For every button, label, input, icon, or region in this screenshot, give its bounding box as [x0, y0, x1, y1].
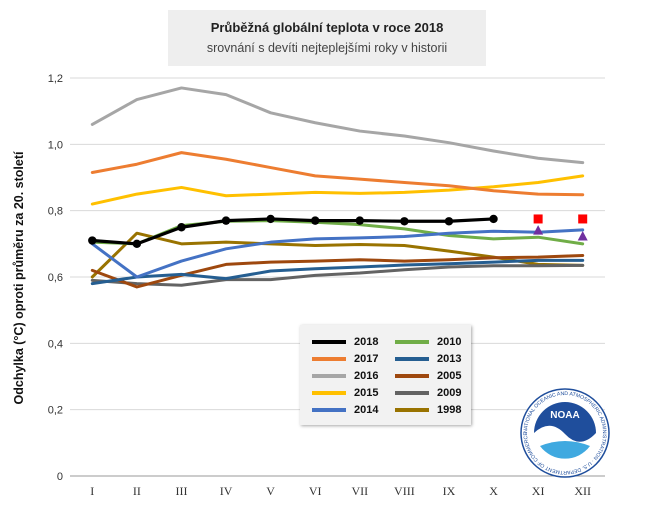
- x-tick-label: II: [133, 484, 141, 498]
- chart-legend: 2018 2017 2016 2015 2014 2010 2013 2005 2009 1998: [300, 325, 471, 425]
- chart-title: Průběžná globální teplota v roce 2018: [210, 20, 444, 35]
- x-tick-label: X: [489, 484, 498, 498]
- legend-swatch: [312, 340, 346, 344]
- y-tick-label: 1,0: [48, 139, 63, 151]
- chart-subtitle: srovnání s devíti nejteplejšími roky v h…: [206, 41, 448, 55]
- legend-label: 2005: [437, 370, 462, 382]
- point-2018: [177, 223, 186, 232]
- legend-swatch: [312, 391, 346, 395]
- x-tick-label: VIII: [394, 484, 415, 498]
- point-2018: [88, 236, 97, 245]
- point-2018: [221, 216, 231, 225]
- marker-triangle: [533, 225, 544, 235]
- y-tick-label: 0,2: [48, 405, 63, 417]
- point-2018: [311, 216, 320, 225]
- y-tick-label: 0,8: [48, 206, 63, 218]
- legend-label: 2018: [354, 336, 379, 348]
- legend-swatch: [312, 374, 346, 378]
- series-line-2016: [90, 86, 585, 165]
- noaa-logo-word: NOAA: [550, 410, 579, 421]
- marker-square: [578, 214, 588, 224]
- legend-label: 2013: [437, 353, 462, 365]
- legend-swatch: [395, 357, 429, 361]
- x-tick-label: I: [90, 484, 94, 498]
- y-tick-label: 0,4: [48, 338, 63, 350]
- point-2018: [266, 214, 275, 224]
- series-lines: [88, 86, 585, 289]
- extra-markers: [533, 214, 588, 241]
- point-2018: [355, 216, 364, 225]
- series-line-2017: [90, 151, 585, 197]
- y-tick-label: 1,2: [48, 73, 63, 85]
- marker-square: [533, 214, 543, 224]
- point-2018: [400, 217, 409, 226]
- legend-label: 2017: [354, 353, 379, 365]
- noaa-logo: NATIONAL OCEANIC AND ATMOSPHERIC ADMINIS…: [520, 388, 610, 478]
- legend-label: 2010: [437, 336, 462, 348]
- series-line-2014: [90, 228, 585, 279]
- series-line-2005: [90, 253, 585, 289]
- x-tick-label: III: [175, 484, 187, 498]
- x-tick-label: XII: [574, 484, 591, 498]
- legend-swatch: [312, 408, 346, 412]
- x-tick-label: VII: [351, 484, 368, 498]
- legend-swatch: [395, 408, 429, 412]
- legend-swatch: [395, 340, 429, 344]
- series-line-2015: [90, 174, 585, 206]
- legend-label: 2014: [354, 404, 379, 416]
- x-tick-label: VI: [309, 484, 322, 498]
- y-tick-label: 0: [57, 471, 63, 483]
- x-tick-label: IX: [443, 484, 456, 498]
- legend-swatch: [312, 357, 346, 361]
- legend-swatch: [395, 374, 429, 378]
- legend-swatch: [395, 391, 429, 395]
- x-tick-label: IV: [220, 484, 233, 498]
- axes: 00,20,40,60,81,01,2I II III IV V VI VII VIII IX X…: [48, 73, 591, 498]
- point-2018: [444, 217, 454, 226]
- legend-label: 1998: [437, 404, 462, 416]
- x-tick-label: XI: [532, 484, 545, 498]
- point-2018: [489, 214, 498, 224]
- legend-label: 2016: [354, 370, 379, 382]
- legend-label: 2015: [354, 387, 379, 399]
- series-line-2013: [90, 258, 585, 286]
- x-tick-label: V: [266, 484, 275, 498]
- point-2018: [132, 239, 142, 249]
- y-tick-label: 0,6: [48, 272, 63, 284]
- chart-title-box: Průběžná globální teplota v roce 2018 sr…: [168, 10, 486, 66]
- marker-triangle: [577, 231, 588, 241]
- series-line-2009: [90, 263, 585, 287]
- legend-label: 2009: [437, 387, 462, 399]
- y-axis-label: Odchylka (°C) oproti průměru za 20. stol…: [12, 151, 26, 404]
- series-line-2018: [90, 217, 496, 246]
